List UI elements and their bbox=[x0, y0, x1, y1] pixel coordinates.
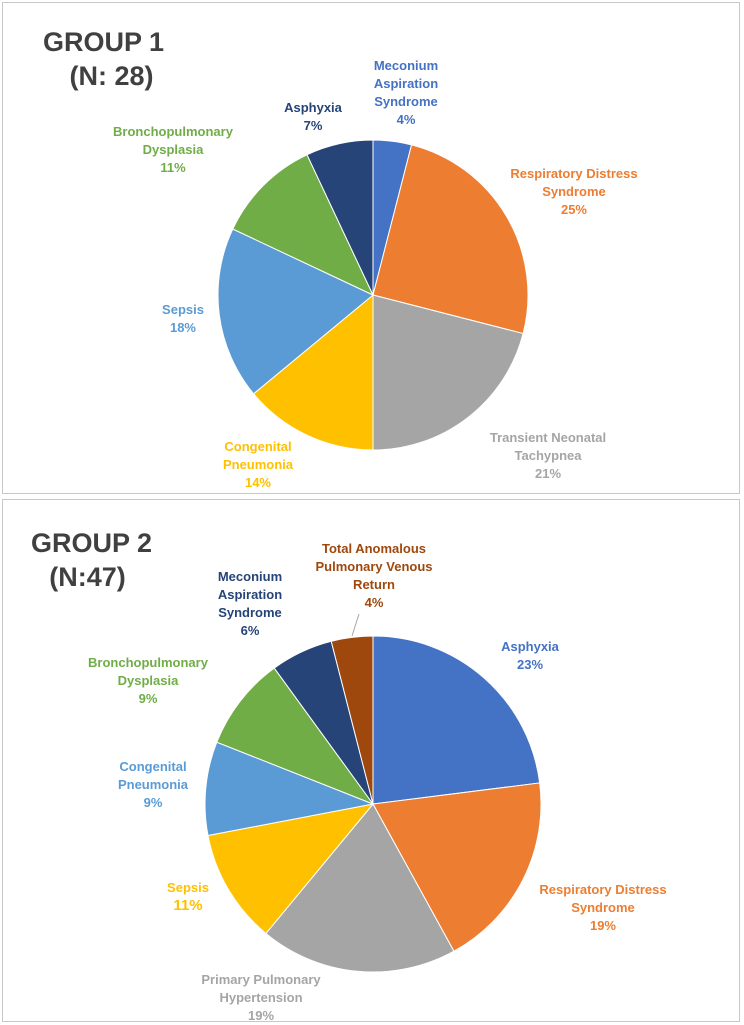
group1-label-meconium-aspiration-syndrome: Meconium Aspiration Syndrome 4% bbox=[374, 57, 438, 129]
data-label-name: Bronchopulmonary bbox=[113, 124, 233, 139]
group1-subtitle: (N: 28) bbox=[69, 61, 154, 91]
group1-pie-chart bbox=[217, 139, 529, 451]
group1-label-congenital-pneumonia: Congenital Pneumonia 14% bbox=[223, 438, 293, 492]
data-label-name: Meconium bbox=[373, 58, 439, 73]
data-label-name: Syndrome bbox=[218, 605, 282, 620]
group2-subtitle: (N:47) bbox=[49, 562, 126, 592]
data-label-name: Total Anomalous bbox=[321, 541, 426, 556]
data-label-name: Sepsis bbox=[162, 302, 204, 317]
group2-label-primary-pulmonary-hypertension: Primary Pulmonary Hypertension 19% bbox=[201, 971, 320, 1025]
group2-label-asphyxia: Asphyxia 23% bbox=[501, 638, 559, 674]
data-label-name: Bronchopulmonary bbox=[88, 655, 208, 670]
group1-slice-respiratory-distress-syndrome bbox=[372, 144, 529, 335]
data-label-name: Return bbox=[353, 577, 395, 592]
data-label-percent: 19% bbox=[589, 918, 617, 933]
group1-label-sepsis: Sepsis 18% bbox=[162, 301, 204, 337]
data-label-name: Respiratory Distress bbox=[510, 166, 638, 181]
data-label-percent: 7% bbox=[303, 118, 323, 133]
group1-slice-bronchopulmonary-dysplasia bbox=[232, 154, 375, 297]
group1-label-respiratory-distress-syndrome: Respiratory Distress Syndrome 25% bbox=[510, 165, 637, 219]
group2-label-total-anomalous-pulmonary-venous-return: Total Anomalous Pulmonary Venous Return 4% bbox=[315, 540, 432, 612]
group2-title: GROUP 2 bbox=[31, 528, 153, 558]
group2-label-congenital-pneumonia: Congenital Pneumonia 9% bbox=[118, 758, 188, 812]
group2-slice-respiratory-distress-syndrome bbox=[372, 782, 542, 952]
group1-label-asphyxia: Asphyxia 7% bbox=[284, 99, 342, 135]
group1-label-transient-neonatal-tachypnea: Transient Neonatal Tachypnea 21% bbox=[490, 429, 606, 483]
data-label-percent: 11% bbox=[160, 160, 186, 175]
group1-slice-transient-neonatal-tachypnea bbox=[372, 294, 524, 451]
group1-title-block: GROUP 1 (N: 28) bbox=[43, 25, 164, 93]
data-label-name: Syndrome bbox=[542, 184, 606, 199]
data-label-name: Respiratory Distress bbox=[539, 882, 667, 897]
group2-label-bronchopulmonary-dysplasia: Bronchopulmonary Dysplasia 9% bbox=[88, 654, 208, 708]
data-label-name: Syndrome bbox=[571, 900, 635, 915]
group1-label-bronchopulmonary-dysplasia: Bronchopulmonary Dysplasia 11% bbox=[113, 123, 233, 177]
data-label-name: Dysplasia bbox=[142, 142, 204, 157]
data-label-name: Syndrome bbox=[374, 94, 438, 109]
data-label-name: Congenital bbox=[224, 439, 292, 454]
group2-slice-sepsis bbox=[207, 803, 375, 935]
group2-label-meconium-aspiration-syndrome: Meconium Aspiration Syndrome 6% bbox=[218, 568, 282, 640]
group1-title: GROUP 1 bbox=[43, 27, 165, 57]
group2-label-respiratory-distress-syndrome: Respiratory Distress Syndrome 19% bbox=[539, 881, 666, 935]
group2-slice-bronchopulmonary-dysplasia bbox=[216, 667, 375, 806]
data-label-name: Tachypnea bbox=[514, 448, 582, 463]
group1-slice-asphyxia bbox=[306, 139, 374, 296]
data-label-name: Meconium bbox=[217, 569, 283, 584]
group1-chart-panel: GROUP 1 (N: 28) Meconium Aspiration Syndro… bbox=[2, 2, 740, 494]
group2-title-block: GROUP 2 (N:47) bbox=[31, 526, 152, 594]
data-label-percent: 4% bbox=[364, 595, 384, 610]
group2-slice-asphyxia bbox=[372, 635, 541, 805]
data-label-name: Primary Pulmonary bbox=[201, 972, 321, 987]
data-label-percent: 9% bbox=[143, 795, 163, 810]
data-label-name: Pneumonia bbox=[117, 777, 189, 792]
group2-pie-chart bbox=[204, 613, 542, 973]
data-label-name: Aspiration bbox=[217, 587, 283, 602]
group2-slice-total-anomalous-pulmonary-venous-return bbox=[330, 635, 374, 805]
data-label-percent: 18% bbox=[169, 320, 197, 335]
data-label-percent: 4% bbox=[396, 112, 416, 127]
data-label-percent: 25% bbox=[560, 202, 588, 217]
data-label-percent: 9% bbox=[138, 691, 158, 706]
data-label-percent: 14% bbox=[244, 475, 272, 490]
data-label-name: Congenital bbox=[119, 759, 187, 774]
data-label-name: Pneumonia bbox=[222, 457, 294, 472]
group2-leader-line bbox=[351, 613, 360, 637]
data-label-percent: 19% bbox=[247, 1008, 275, 1023]
data-label-name: Sepsis bbox=[167, 880, 209, 895]
data-label-percent: 11% bbox=[173, 897, 203, 914]
group2-slice-primary-pulmonary-hypertension bbox=[265, 803, 455, 973]
group1-slice-sepsis bbox=[217, 228, 374, 395]
data-label-percent: 6% bbox=[240, 623, 260, 638]
data-label-name: Pulmonary Venous bbox=[315, 559, 433, 574]
data-label-name: Asphyxia bbox=[501, 639, 559, 654]
data-label-name: Transient Neonatal bbox=[489, 430, 607, 445]
data-label-name: Aspiration bbox=[373, 76, 439, 91]
data-label-name: Dysplasia bbox=[117, 673, 179, 688]
data-label-percent: 21% bbox=[534, 466, 562, 481]
group2-chart-panel: GROUP 2 (N:47) Asphyxia 23% Respiratory Di… bbox=[2, 499, 740, 1025]
data-label-name: Asphyxia bbox=[284, 100, 342, 115]
data-label-name: Hypertension bbox=[219, 990, 303, 1005]
group2-slice-congenital-pneumonia bbox=[204, 741, 375, 837]
group2-label-sepsis: Sepsis 11% bbox=[167, 879, 209, 915]
group1-slice-congenital-pneumonia bbox=[252, 293, 374, 451]
data-label-percent: 23% bbox=[516, 657, 544, 672]
